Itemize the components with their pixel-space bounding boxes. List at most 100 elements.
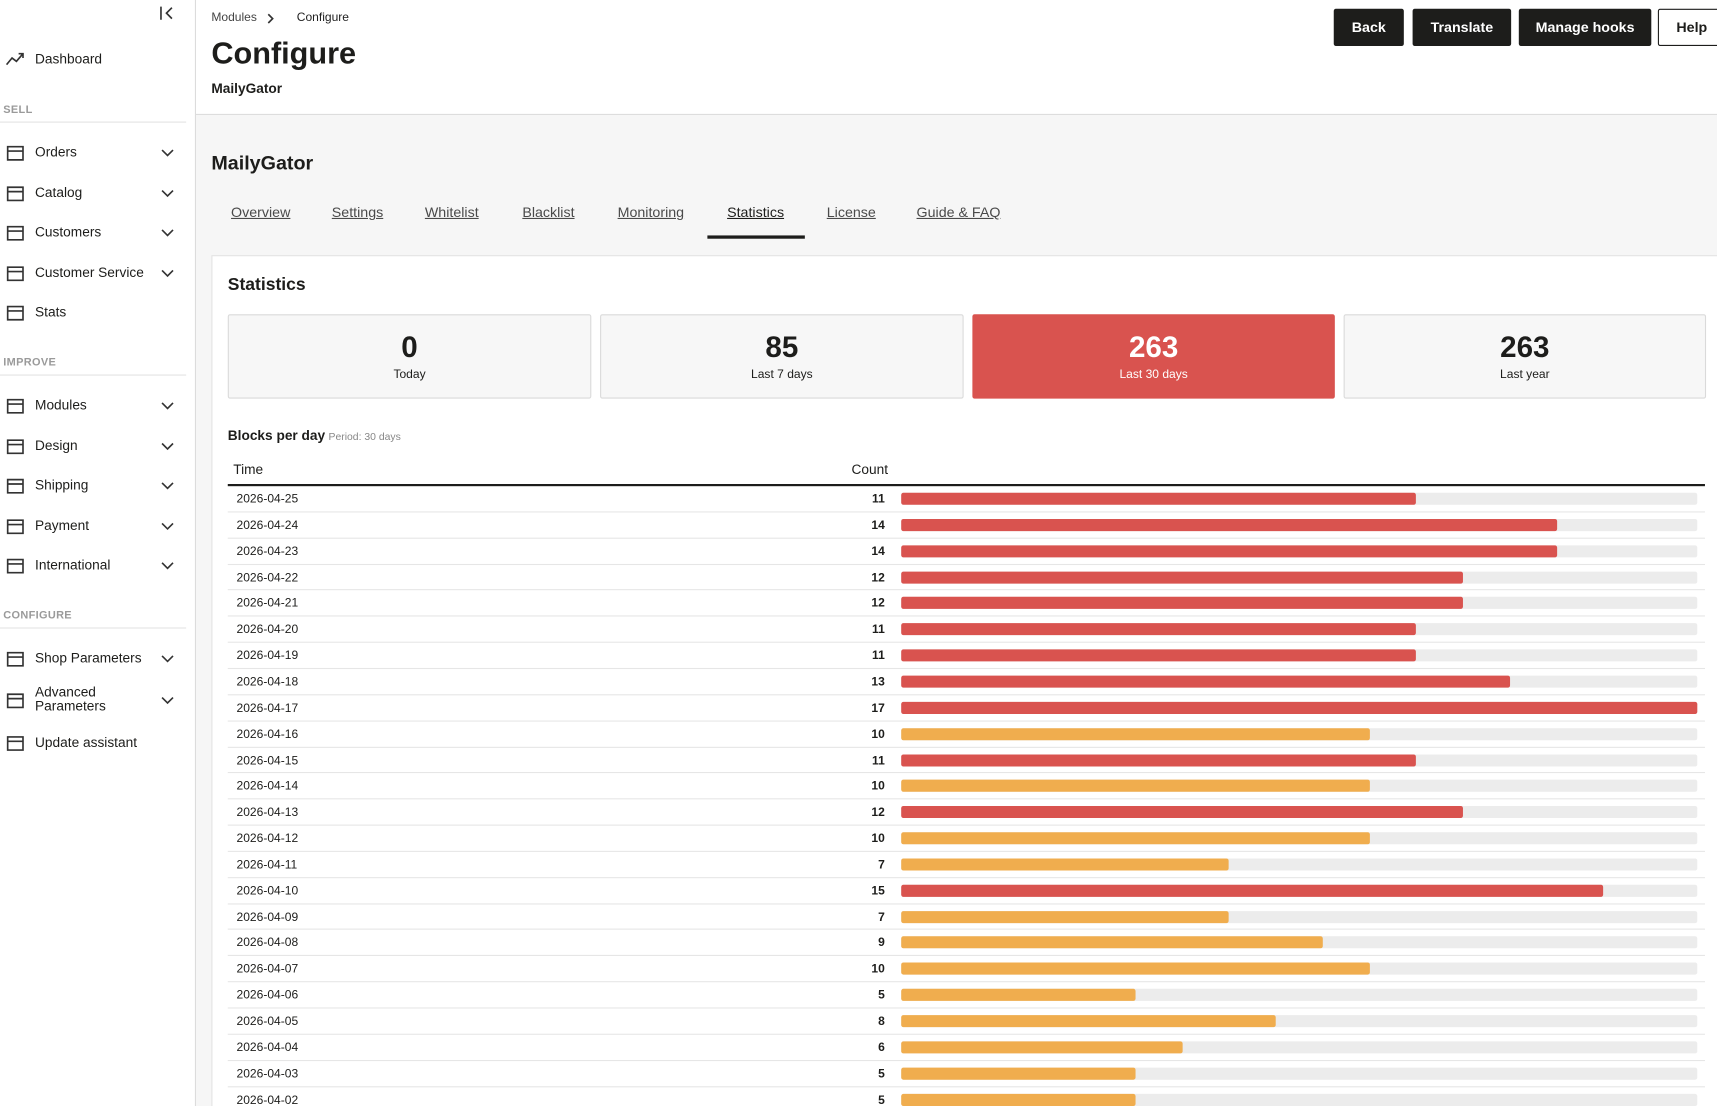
chevron — [161, 229, 174, 237]
menu-item[interactable]: Catalog — [0, 176, 186, 211]
page-title: Configure — [211, 36, 357, 71]
row-divider — [227, 824, 1705, 826]
row-time: 2026-04-09 — [236, 910, 299, 924]
column-header: Count — [851, 462, 889, 478]
row-divider — [227, 694, 1705, 696]
row-divider — [227, 850, 1705, 852]
menu-item[interactable]: Shipping — [0, 469, 186, 504]
header-button[interactable]: Translate — [1412, 8, 1512, 46]
bar — [901, 753, 1417, 766]
content: Statistics 0 Today 85 Last 7 days 263 Last 30 … — [196, 114, 1717, 1106]
row-divider — [227, 981, 1705, 983]
active-tab-indicator — [707, 235, 805, 239]
tab[interactable]: Settings — [331, 203, 384, 221]
chevron — [161, 149, 174, 157]
row-time: 2026-04-11 — [236, 858, 298, 872]
row-count: 10 — [871, 962, 885, 976]
stat-label: Today — [393, 367, 426, 382]
stat-card: 263 Last 30 days — [972, 314, 1335, 399]
header-rule — [227, 484, 1705, 487]
table-title: Blocks per day — [227, 428, 326, 444]
row-divider — [227, 537, 1705, 539]
menu-item[interactable]: Shop Parameters — [0, 642, 186, 677]
menu-label: Update assistant — [35, 734, 137, 751]
menu-item[interactable]: Update assistant — [0, 726, 186, 761]
header: Modules Configure Configure MailyGator Back T… — [196, 0, 1717, 115]
collapse-icon[interactable] — [158, 5, 176, 20]
tab[interactable]: Whitelist — [424, 203, 479, 221]
row-count: 5 — [878, 1093, 885, 1106]
row-time: 2026-04-02 — [236, 1093, 299, 1106]
row-count: 8 — [878, 1015, 885, 1029]
menu-label: Customers — [35, 224, 102, 240]
bar — [901, 962, 1370, 975]
bar — [901, 858, 1229, 871]
row-divider — [227, 615, 1705, 617]
row-time: 2026-04-14 — [236, 780, 299, 794]
tab[interactable]: Guide & FAQ — [916, 203, 1001, 221]
section-heading: CONFIGURE — [3, 609, 72, 622]
row-divider — [227, 772, 1705, 774]
chevron — [161, 269, 174, 278]
menu-item[interactable]: Modules — [0, 389, 186, 424]
row-time: 2026-04-20 — [236, 623, 299, 637]
menu-icon — [6, 305, 24, 321]
row-time: 2026-04-07 — [236, 962, 299, 976]
menu-icon — [6, 186, 24, 202]
row-count: 11 — [872, 623, 885, 637]
menu-item[interactable]: Payment — [0, 509, 186, 544]
menu-item[interactable]: Dashboard — [0, 43, 186, 78]
menu-label: Customer Service — [35, 264, 144, 281]
row-count: 14 — [871, 518, 885, 533]
tab[interactable]: Blacklist — [522, 203, 575, 221]
row-time: 2026-04-10 — [236, 884, 299, 898]
row-count: 7 — [878, 910, 885, 924]
menu-label: Dashboard — [35, 51, 103, 67]
menu-label: Payment — [35, 517, 90, 534]
page-subtitle: MailyGator — [211, 81, 283, 97]
stat-value: 263 — [1128, 330, 1179, 364]
chevron — [161, 442, 174, 451]
menu-icon — [5, 52, 24, 66]
chevron — [161, 655, 174, 663]
menu-item[interactable]: Customers — [0, 216, 186, 251]
menu-icon — [6, 439, 24, 455]
card-title: Statistics — [227, 275, 306, 295]
header-button[interactable]: Manage hooks — [1518, 8, 1652, 46]
stat-label: Last 30 days — [1119, 367, 1188, 382]
menu-item[interactable]: Orders — [0, 136, 186, 171]
stat-value: 0 — [401, 330, 418, 364]
row-time: 2026-04-08 — [236, 936, 299, 950]
row-time: 2026-04-24 — [236, 518, 299, 533]
tab[interactable]: License — [826, 203, 876, 221]
chevron — [161, 482, 174, 490]
tab[interactable]: Monitoring — [617, 203, 685, 221]
row-divider — [227, 720, 1705, 722]
bar — [901, 597, 1464, 610]
row-time: 2026-04-12 — [236, 832, 299, 846]
tab[interactable]: Overview — [231, 203, 291, 221]
row-divider — [227, 589, 1705, 591]
row-divider — [227, 641, 1705, 643]
header-button[interactable]: Help — [1657, 8, 1717, 46]
breadcrumb[interactable]: Modules — [211, 10, 257, 25]
menu-item[interactable]: Customer Service — [0, 256, 186, 291]
menu-item[interactable]: Stats — [0, 296, 186, 331]
row-count: 10 — [871, 832, 885, 846]
sidebar: Dashboard SELL Orders Catalog Customers Custo… — [0, 0, 197, 1106]
header-button[interactable]: Back — [1333, 8, 1404, 46]
row-time: 2026-04-23 — [236, 544, 299, 559]
menu-icon — [6, 145, 24, 161]
menu-item[interactable]: Advanced Parameters — [0, 683, 186, 718]
row-time: 2026-04-04 — [236, 1041, 299, 1055]
menu-icon — [6, 519, 24, 535]
menu-icon — [6, 478, 24, 494]
menu-item[interactable]: Design — [0, 429, 186, 464]
row-time: 2026-04-18 — [236, 675, 299, 689]
bar — [901, 544, 1557, 558]
menu-item[interactable]: International — [0, 549, 186, 584]
row-count: 5 — [878, 988, 885, 1003]
tab[interactable]: Statistics — [727, 203, 785, 221]
table-period: Period: 30 days — [328, 431, 401, 444]
